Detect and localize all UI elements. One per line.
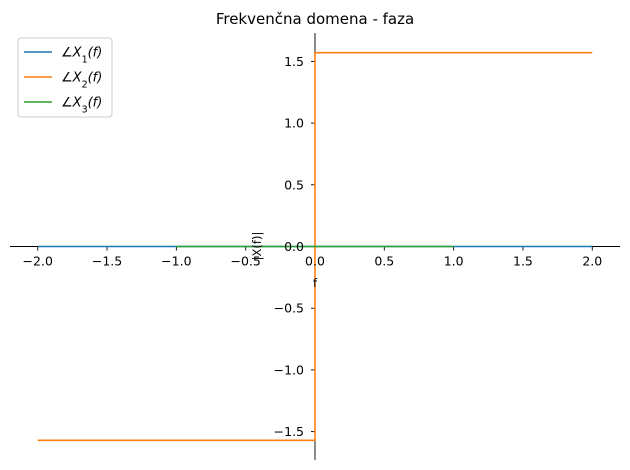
- y-tick-label: −0.5: [274, 301, 304, 316]
- x-tick-label: 1.0: [444, 254, 464, 269]
- y-tick-label: 1.0: [284, 116, 304, 131]
- y-tick-label: 1.5: [284, 54, 304, 69]
- legend-label: ∠X3(f): [61, 96, 102, 116]
- legend: ∠X1(f) ∠X2(f) ∠X3(f): [17, 37, 113, 118]
- legend-label: ∠X2(f): [61, 71, 102, 91]
- x-tick-label: −1.0: [161, 254, 191, 269]
- x-axis-label: f: [313, 276, 318, 290]
- x-tick-label: −0.5: [231, 254, 261, 269]
- x-tick-label: 0.5: [374, 254, 394, 269]
- y-tick-label: 0.0: [284, 239, 304, 254]
- x-tick-label: 1.5: [513, 254, 533, 269]
- y-tick-label: −1.0: [274, 362, 304, 377]
- series-lines: [37, 51, 593, 442]
- tick-labels: −2.0 −1.5 −1.0 −0.5 0.0 0.5 1.0 1.5 2.0 −1.5 −1.0 −…: [23, 54, 603, 439]
- x-tick-label: −1.5: [92, 254, 122, 269]
- y-axis-label: |X(f)|: [250, 232, 264, 261]
- legend-box: [17, 37, 113, 118]
- x-tick-label: −2.0: [23, 254, 53, 269]
- y-tick-label: −1.5: [274, 424, 304, 439]
- x-tick-label: 2.0: [582, 254, 602, 269]
- x-tick-label: 0.0: [305, 254, 325, 269]
- chart-title: Frekvenčna domena - faza: [216, 10, 414, 28]
- legend-label: ∠X1(f): [61, 46, 102, 66]
- y-tick-label: 0.5: [284, 177, 304, 192]
